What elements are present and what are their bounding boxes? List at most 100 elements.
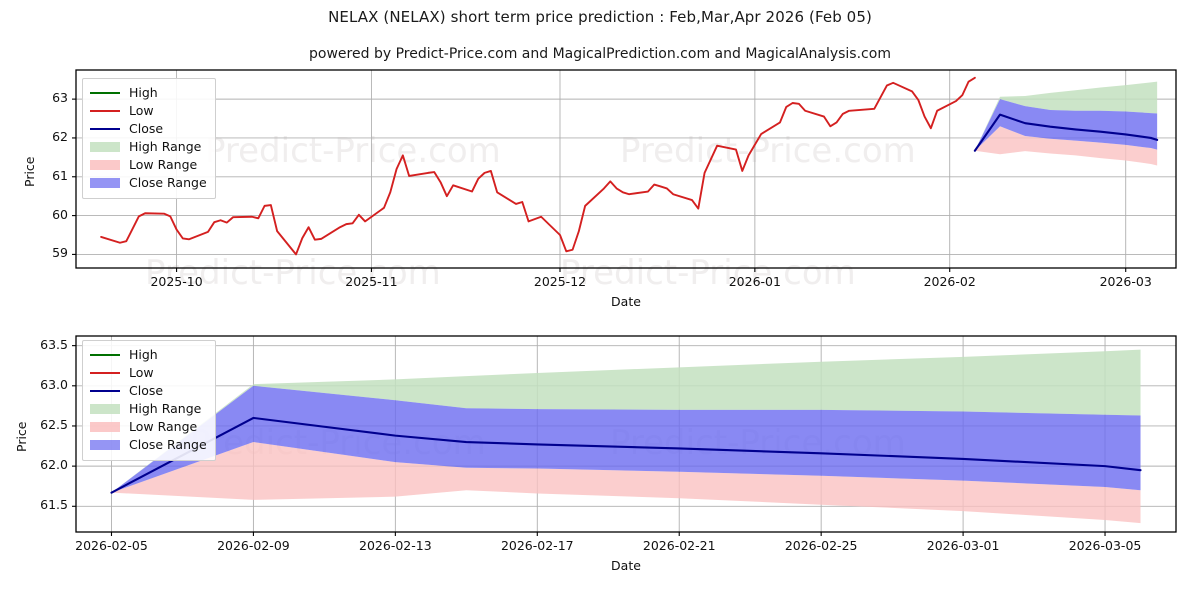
legend-label: Close Range: [129, 437, 207, 452]
x-tick-label: 2026-03: [1099, 274, 1152, 289]
legend-label: High Range: [129, 401, 202, 416]
legend-patch-swatch: [90, 421, 120, 433]
x-axis-label: Date: [611, 558, 641, 573]
x-tick-label: 2025-11: [345, 274, 398, 289]
legend-item-high-range: High Range: [90, 400, 207, 418]
legend-item-low: Low: [90, 364, 207, 382]
legend-item-high: High: [90, 346, 207, 364]
swatch-fill: [90, 92, 120, 95]
x-tick-label: 2026-03-01: [926, 538, 1000, 553]
legend-label: Low Range: [129, 157, 198, 172]
swatch-fill: [90, 142, 120, 152]
legend-label: Low: [129, 103, 154, 118]
tick-marks: [72, 345, 1106, 536]
plot-frame: [75, 335, 1177, 533]
low-range-band: [111, 442, 1141, 524]
detail-legend: High Low Close High Range Low Range Close Ran…: [82, 340, 216, 461]
x-tick-label: 2026-02-13: [359, 538, 432, 553]
x-tick-label: 2026-02-17: [500, 538, 574, 553]
legend-item-low-range: Low Range: [90, 418, 207, 436]
y-tick-label: 62.0: [40, 457, 68, 473]
legend-item-close: Close: [90, 382, 207, 400]
swatch-fill: [90, 354, 120, 357]
y-tick-label: 60: [52, 206, 68, 222]
y-axis-label: Price: [22, 156, 37, 188]
legend-label: Close Range: [129, 175, 207, 190]
watermark-text: Predict-Price.com: [620, 131, 916, 171]
low-range-band: [974, 126, 1158, 166]
x-tick-label: 2026-02: [923, 274, 976, 289]
page-subtitle: powered by Predict-Price.com and Magical…: [309, 46, 891, 62]
y-tick-label: 61.5: [40, 497, 68, 513]
legend-patch-swatch: [90, 439, 120, 451]
y-tick-label: 62.5: [40, 416, 68, 432]
legend-label: Close: [129, 383, 164, 398]
high-range-band: [974, 81, 1158, 151]
legend-patch-swatch: [90, 177, 120, 189]
page-title: NELAX (NELAX) short term price predictio…: [328, 8, 872, 26]
swatch-fill: [90, 390, 120, 393]
legend-line-swatch: [90, 105, 120, 117]
y-tick-label: 62: [52, 128, 68, 144]
legend-label: High Range: [129, 139, 202, 154]
legend-item-high-range: High Range: [90, 138, 207, 156]
x-tick-label: 2026-01: [728, 274, 781, 289]
legend-label: High: [129, 347, 158, 362]
x-tick-label: 2026-03-05: [1068, 538, 1142, 553]
swatch-fill: [90, 160, 120, 170]
swatch-fill: [90, 110, 120, 113]
legend-label: Low Range: [129, 419, 198, 434]
legend-label: High: [129, 85, 158, 100]
legend-item-close-range: Close Range: [90, 174, 207, 192]
overview-legend: High Low Close High Range Low Range Close Ran…: [82, 78, 216, 199]
y-tick-label: 59: [52, 245, 68, 261]
x-tick-label: 2026-02-21: [642, 538, 716, 553]
legend-item-low: Low: [90, 102, 207, 120]
legend-line-swatch: [90, 367, 120, 379]
plot-frame: [75, 69, 1177, 269]
tick-marks: [72, 98, 1127, 272]
legend-line-swatch: [90, 87, 120, 99]
y-axis-label: Price: [14, 421, 29, 453]
legend-item-low-range: Low Range: [90, 156, 207, 174]
legend-label: Close: [129, 121, 164, 136]
legend-patch-swatch: [90, 141, 120, 153]
x-axis-label: Date: [611, 294, 641, 309]
close-range-band: [111, 385, 1141, 493]
swatch-fill: [90, 422, 120, 432]
watermark-text: Predict-Price.com: [145, 253, 441, 293]
legend-patch-swatch: [90, 159, 120, 171]
x-tick-label: 2025-12: [533, 274, 587, 289]
x-tick-label: 2025-10: [150, 274, 203, 289]
legend-item-high: High: [90, 84, 207, 102]
y-tick-label: 63: [52, 90, 68, 106]
watermark-text: Predict-Price.com: [205, 131, 501, 171]
swatch-fill: [90, 178, 120, 188]
legend-line-swatch: [90, 349, 120, 361]
y-tick-label: 61: [52, 167, 68, 183]
forecast-close-line: [973, 113, 1159, 152]
swatch-fill: [90, 404, 120, 414]
x-tick-label: 2026-02-25: [784, 538, 858, 553]
close-range-band: [974, 99, 1158, 151]
x-tick-label: 2026-02-09: [217, 538, 290, 553]
overview-plot: Predict-Price.com Predict-Price.com Predic…: [72, 69, 1177, 293]
swatch-fill: [90, 372, 120, 375]
legend-patch-swatch: [90, 403, 120, 415]
legend-line-swatch: [90, 123, 120, 135]
legend-line-swatch: [90, 385, 120, 397]
high-range-band: [111, 349, 1141, 493]
legend-item-close: Close: [90, 120, 207, 138]
history-low-line: [100, 76, 976, 256]
legend-item-close-range: Close Range: [90, 436, 207, 454]
swatch-fill: [90, 440, 120, 450]
overview-chart-panel: Predict-Price.com Predict-Price.com Predic…: [0, 62, 1200, 320]
y-tick-label: 63.0: [40, 376, 68, 392]
swatch-fill: [90, 128, 120, 131]
legend-label: Low: [129, 365, 154, 380]
x-tick-label: 2026-02-05: [75, 538, 148, 553]
watermark-text: Predict-Price.com: [560, 253, 856, 293]
